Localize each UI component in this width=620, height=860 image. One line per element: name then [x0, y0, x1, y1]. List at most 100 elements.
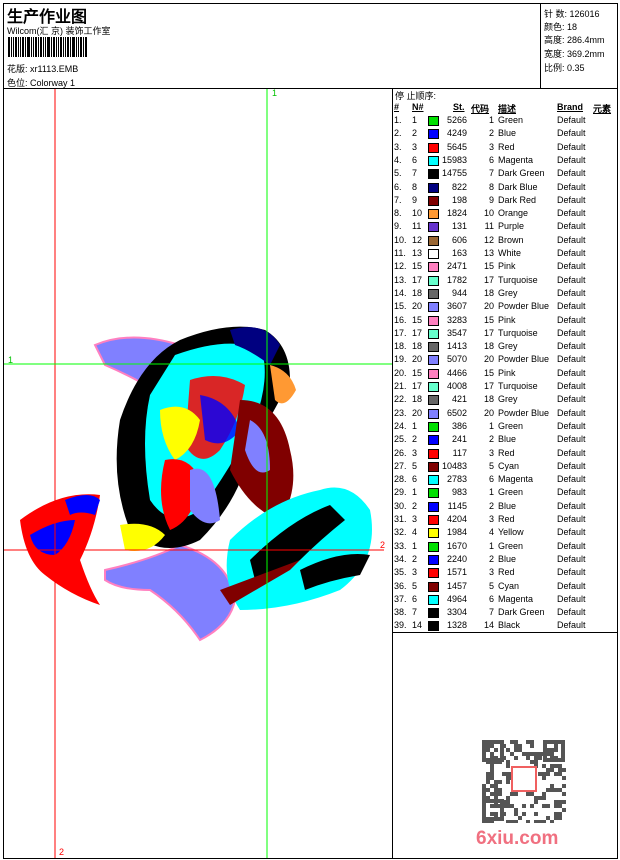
color-description: Dark Green	[498, 168, 545, 179]
stitch-count: 1457	[446, 580, 467, 591]
color-row: 39. 14 1328 14 Black Default	[394, 620, 616, 633]
brand: Default	[557, 115, 586, 125]
color-code: 15	[483, 314, 494, 325]
guide-label-bottom: 2	[59, 847, 65, 857]
pattern-file: 花版: xr1113.EMB	[7, 62, 78, 75]
seq: 25.	[394, 434, 407, 445]
seq: 6.	[394, 181, 402, 192]
stitch-count: 4249	[446, 128, 467, 139]
seq: 39.	[394, 620, 407, 631]
seq: 10.	[394, 234, 407, 245]
seq: 32.	[394, 527, 407, 538]
seq: 20.	[394, 367, 407, 378]
seq: 18.	[394, 341, 407, 352]
color-swatch	[428, 461, 439, 472]
stitch-count: 1571	[446, 567, 467, 578]
needle-number: 20	[412, 301, 423, 312]
seq: 22.	[394, 394, 407, 405]
needle-number: 9	[412, 194, 418, 205]
seq: 28.	[394, 474, 407, 485]
needle-number: 15	[412, 314, 423, 325]
barcode-bar	[8, 37, 10, 57]
brand: Default	[557, 141, 586, 152]
color-row: 19. 20 5070 20 Powder Blue Default	[394, 354, 616, 367]
color-swatch	[428, 435, 439, 446]
color-swatch	[428, 581, 439, 592]
stitch-count: 1984	[446, 527, 467, 538]
color-row: 25. 2 241 2 Blue Default	[394, 434, 616, 447]
color-code: 14	[483, 620, 494, 631]
color-swatch	[428, 182, 439, 193]
seq: 38.	[394, 607, 407, 618]
color-description: Grey	[498, 394, 518, 405]
seq: 36.	[394, 580, 407, 591]
brand: Default	[557, 407, 586, 418]
seq: 17.	[394, 327, 407, 338]
color-code: 18	[483, 287, 494, 298]
needle-number: 10	[412, 208, 423, 219]
stitch-count: 421	[451, 394, 467, 405]
color-code: 12	[483, 234, 494, 245]
color-description: Brown	[498, 234, 524, 245]
color-code: 20	[483, 407, 494, 418]
colorway: 色位: Colorway 1	[7, 76, 75, 89]
color-code: 2	[488, 128, 494, 139]
color-swatch	[428, 608, 439, 619]
color-code: 1	[488, 115, 494, 125]
seq: 13.	[394, 274, 407, 285]
brand: Default	[557, 460, 586, 471]
brand: Default	[557, 487, 586, 498]
color-description: Powder Blue	[498, 407, 550, 418]
needle-number: 7	[412, 168, 418, 179]
barcode-bar	[13, 37, 14, 57]
color-swatch	[428, 315, 439, 326]
col-header-element: 元素	[593, 104, 612, 114]
color-row: 14. 18 944 18 Grey Default	[394, 288, 616, 301]
color-row: 28. 6 2783 6 Magenta Default	[394, 474, 616, 487]
color-row: 2. 2 4249 2 Blue Default	[394, 128, 616, 141]
stitch-count: 241	[451, 434, 467, 445]
seq: 15.	[394, 301, 407, 312]
seq: 27.	[394, 460, 407, 471]
barcode-bar	[83, 37, 84, 57]
stitch-count: 2783	[446, 474, 467, 485]
color-description: Black	[498, 620, 521, 631]
guide-label-right: 2	[380, 540, 386, 550]
color-row: 21. 17 4008 17 Turquoise Default	[394, 381, 616, 394]
color-description: Green	[498, 420, 524, 431]
color-description: Powder Blue	[498, 354, 550, 365]
stitch-count: 944	[451, 287, 467, 298]
stitch-count: 3607	[446, 301, 467, 312]
needle-number: 3	[412, 567, 418, 578]
color-description: Dark Green	[498, 607, 545, 618]
seq: 9.	[394, 221, 402, 232]
stitch-count: 983	[451, 487, 467, 498]
pattern-value: xr1113.EMB	[30, 64, 79, 74]
color-row: 15. 20 3607 20 Powder Blue Default	[394, 301, 616, 314]
stitch-count: 10483	[441, 460, 467, 471]
seq: 12.	[394, 261, 407, 272]
stitch-count: 1670	[446, 540, 467, 551]
seq: 26.	[394, 447, 407, 458]
color-row: 10. 12 606 12 Brown Default	[394, 235, 616, 248]
color-code: 3	[488, 447, 494, 458]
brand: Default	[557, 287, 586, 298]
color-sequence-panel	[392, 88, 618, 633]
color-description: Magenta	[498, 593, 534, 604]
needle-number: 2	[412, 434, 418, 445]
barcode-bar	[51, 37, 52, 57]
color-swatch	[428, 142, 439, 153]
needle-number: 2	[412, 128, 418, 139]
embroidery-preview	[4, 89, 392, 858]
col-header-num: N#	[412, 102, 424, 112]
color-row: 37. 6 4964 6 Magenta Default	[394, 594, 616, 607]
barcode-bar	[53, 37, 55, 57]
stitch-count: 2240	[446, 553, 467, 564]
color-row: 9. 11 131 11 Purple Default	[394, 221, 616, 234]
color-description: Cyan	[498, 460, 520, 471]
stitch-count: 4008	[446, 381, 467, 391]
brand: Default	[557, 128, 586, 139]
needle-number: 18	[412, 341, 423, 352]
color-row: 4. 6 15983 6 Magenta Default	[394, 155, 616, 168]
color-description: Blue	[498, 128, 517, 139]
